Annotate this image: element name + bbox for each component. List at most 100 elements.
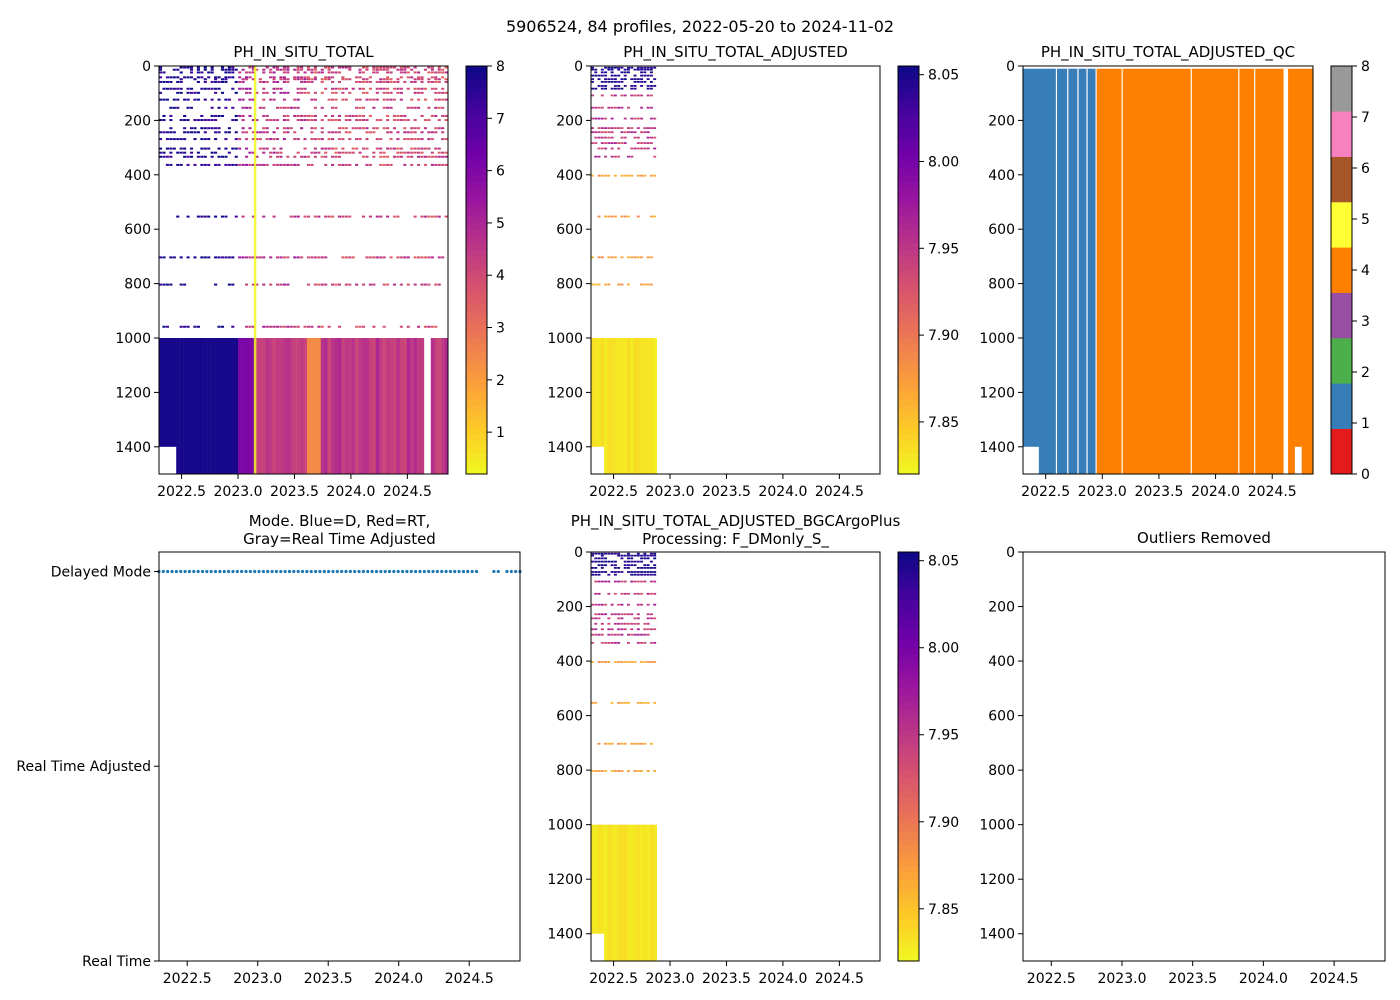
y-tick-label: Real Time Adjusted (16, 759, 151, 775)
data-cell (640, 174, 644, 177)
data-cell (423, 283, 428, 286)
mode-point (379, 569, 383, 574)
data-cell (594, 617, 598, 620)
data-cell (623, 142, 627, 144)
data-cell (613, 74, 617, 77)
colorbar-segment (898, 338, 919, 346)
data-cell (255, 256, 259, 259)
data-cell (348, 66, 352, 69)
colorbar-segment (466, 276, 487, 284)
data-cell (310, 68, 314, 71)
data-cell (337, 71, 342, 74)
data-cell (413, 151, 417, 154)
data-cell (399, 325, 403, 328)
colorbar-frame (897, 65, 920, 475)
data-cell (355, 163, 359, 166)
data-cell (262, 256, 266, 259)
data-cell (420, 87, 424, 90)
colorbar-segment (1331, 202, 1352, 248)
data-column (317, 338, 321, 474)
data-cell (636, 147, 640, 150)
data-cell (234, 131, 238, 134)
data-cell (640, 566, 644, 569)
data-cell (591, 552, 594, 555)
data-column (417, 338, 421, 474)
data-cell (214, 256, 218, 259)
mode-point (305, 569, 309, 574)
data-cell (286, 78, 290, 81)
data-cell (334, 91, 338, 94)
data-cell (176, 87, 180, 90)
colorbar-tick-label: 7.95 (928, 241, 959, 257)
data-cell (643, 131, 647, 134)
colorbar-segment (898, 168, 919, 176)
colorbar-segment (898, 667, 919, 676)
data-cell (313, 283, 317, 286)
data-column (300, 338, 304, 474)
data-column (368, 338, 373, 474)
panel-title: PH_IN_SITU_TOTAL_ADJUSTED (623, 43, 848, 62)
mode-point (179, 569, 183, 574)
data-cell (591, 701, 594, 704)
data-cell (293, 98, 297, 101)
data-cell (630, 117, 634, 120)
data-cell (183, 127, 187, 130)
data-cell (649, 142, 653, 144)
data-cell (594, 571, 598, 573)
y-tick-label: 1000 (547, 331, 583, 347)
data-cell (427, 119, 431, 122)
data-cell (306, 215, 311, 218)
data-cell (368, 76, 372, 79)
mode-point (300, 569, 305, 574)
data-cell (620, 80, 624, 83)
data-column (633, 338, 638, 474)
colorbar-segment (466, 215, 487, 223)
data-cell (643, 68, 647, 71)
data-cell (262, 98, 266, 101)
data-cell (324, 76, 328, 79)
data-cell (355, 138, 359, 141)
data-cell (636, 552, 640, 555)
data-cell (386, 66, 390, 69)
data-cell (640, 701, 644, 704)
data-cell (636, 617, 640, 620)
data-cell (420, 256, 424, 259)
data-cell (399, 256, 403, 259)
data-cell (617, 566, 621, 569)
data-cell (361, 91, 366, 94)
data-column (653, 824, 657, 961)
data-cell (627, 701, 630, 704)
data-cell (162, 325, 166, 328)
data-cell (646, 131, 650, 134)
colorbar-segment (898, 579, 919, 587)
colorbar-segment (898, 811, 919, 819)
colorbar-segment (466, 351, 487, 359)
data-cell (607, 573, 611, 576)
data-cell (643, 552, 647, 555)
data-cell (286, 66, 290, 69)
data-cell (640, 580, 644, 583)
data-cell (196, 71, 200, 74)
data-column (372, 338, 377, 474)
colorbar-segment (466, 154, 487, 162)
mode-point (370, 569, 374, 574)
data-cell (617, 571, 621, 573)
data-cell (640, 78, 644, 81)
data-cell (214, 80, 218, 83)
data-cell (289, 106, 293, 109)
mode-point (274, 569, 279, 574)
data-cell (623, 71, 627, 74)
data-cell (272, 78, 276, 81)
colorbar-segment (898, 552, 919, 560)
data-cell (434, 91, 438, 94)
data-cell (327, 98, 331, 101)
data-cell (224, 98, 228, 101)
data-cell (275, 155, 280, 158)
data-cell (327, 119, 331, 122)
data-cell (193, 256, 197, 259)
data-cell (189, 68, 194, 71)
colorbar-segment (898, 695, 919, 703)
colorbar-segment (898, 688, 919, 696)
data-column (620, 824, 625, 961)
data-cell (430, 325, 434, 328)
